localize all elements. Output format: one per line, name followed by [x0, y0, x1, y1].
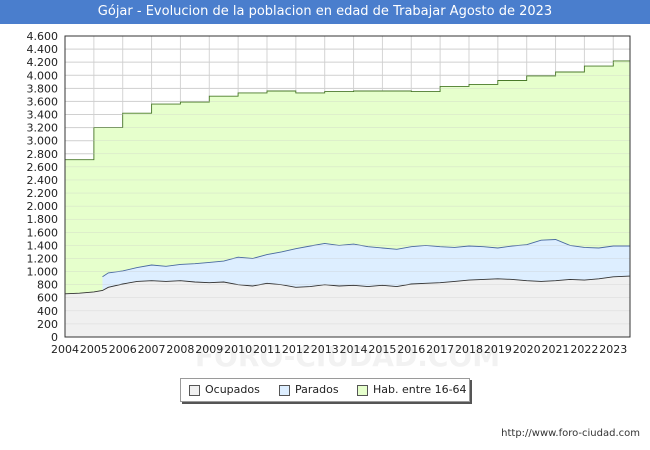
legend: Ocupados Parados Hab. entre 16-64	[180, 378, 470, 402]
x-tick-label: 2023	[599, 343, 627, 356]
x-tick-label: 2017	[426, 343, 454, 356]
legend-label-ocupados: Ocupados	[205, 383, 260, 396]
x-tick-label: 2007	[138, 343, 166, 356]
legend-swatch-hab	[357, 385, 368, 396]
y-tick-label: 200	[37, 318, 58, 331]
y-tick-label: 3.400	[27, 109, 59, 122]
y-tick-label: 2.000	[27, 200, 59, 213]
source-url: http://www.foro-ciudad.com	[501, 428, 640, 439]
chart-area: FORO-CIUDAD.COM 02004006008001.0001.2001…	[27, 30, 631, 373]
x-tick-label: 2021	[542, 343, 570, 356]
y-tick-label: 1.800	[27, 213, 59, 226]
y-tick-label: 0	[51, 331, 58, 344]
x-tick-label: 2004	[51, 343, 79, 356]
y-tick-label: 4.400	[27, 43, 59, 56]
y-tick-label: 1.000	[27, 266, 59, 279]
y-tick-label: 3.000	[27, 135, 59, 148]
x-tick-label: 2014	[340, 343, 368, 356]
y-tick-label: 400	[37, 305, 58, 318]
y-tick-label: 2.800	[27, 148, 59, 161]
y-tick-label: 2.400	[27, 174, 59, 187]
x-tick-label: 2009	[195, 343, 223, 356]
x-tick-label: 2010	[224, 343, 252, 356]
x-tick-label: 2022	[570, 343, 598, 356]
title-bar: Gójar - Evolucion de la poblacion en eda…	[0, 0, 650, 24]
x-tick-label: 2018	[455, 343, 483, 356]
plot-frame	[64, 35, 631, 338]
x-tick-label: 2020	[513, 343, 541, 356]
series-area-ocupados	[65, 276, 630, 337]
y-tick-label: 1.400	[27, 239, 59, 252]
series-line-ocupados	[64, 275, 631, 295]
y-tick-label: 4.200	[27, 56, 59, 69]
x-tick-label: 2008	[166, 343, 194, 356]
chart-title: Gójar - Evolucion de la poblacion en eda…	[97, 4, 553, 19]
y-tick-label: 3.600	[27, 95, 59, 108]
y-tick-label: 1.200	[27, 252, 59, 265]
x-tick-label: 2019	[484, 343, 512, 356]
y-tick-label: 1.600	[27, 226, 59, 239]
x-tick-label: 2012	[282, 343, 310, 356]
legend-label-parados: Parados	[295, 383, 339, 396]
legend-label-hab: Hab. entre 16-64	[373, 383, 467, 396]
y-tick-label: 3.800	[27, 82, 59, 95]
watermark: FORO-CIUDAD.COM	[195, 340, 500, 373]
y-tick-label: 3.200	[27, 122, 59, 135]
legend-swatch-parados	[279, 385, 290, 396]
y-tick-label: 2.200	[27, 187, 59, 200]
y-tick-label: 600	[37, 292, 58, 305]
legend-swatch-ocupados	[189, 385, 200, 396]
x-tick-label: 2006	[109, 343, 137, 356]
y-tick-label: 800	[37, 279, 58, 292]
x-tick-label: 2016	[397, 343, 425, 356]
x-tick-label: 2015	[368, 343, 396, 356]
x-tick-label: 2005	[80, 343, 108, 356]
x-tick-label: 2013	[311, 343, 339, 356]
x-tick-label: 2011	[253, 343, 281, 356]
series-line-hab-entre-16-64	[65, 60, 630, 161]
y-tick-label: 4.600	[27, 30, 59, 43]
y-tick-label: 4.000	[27, 69, 59, 82]
y-tick-label: 2.600	[27, 161, 59, 174]
